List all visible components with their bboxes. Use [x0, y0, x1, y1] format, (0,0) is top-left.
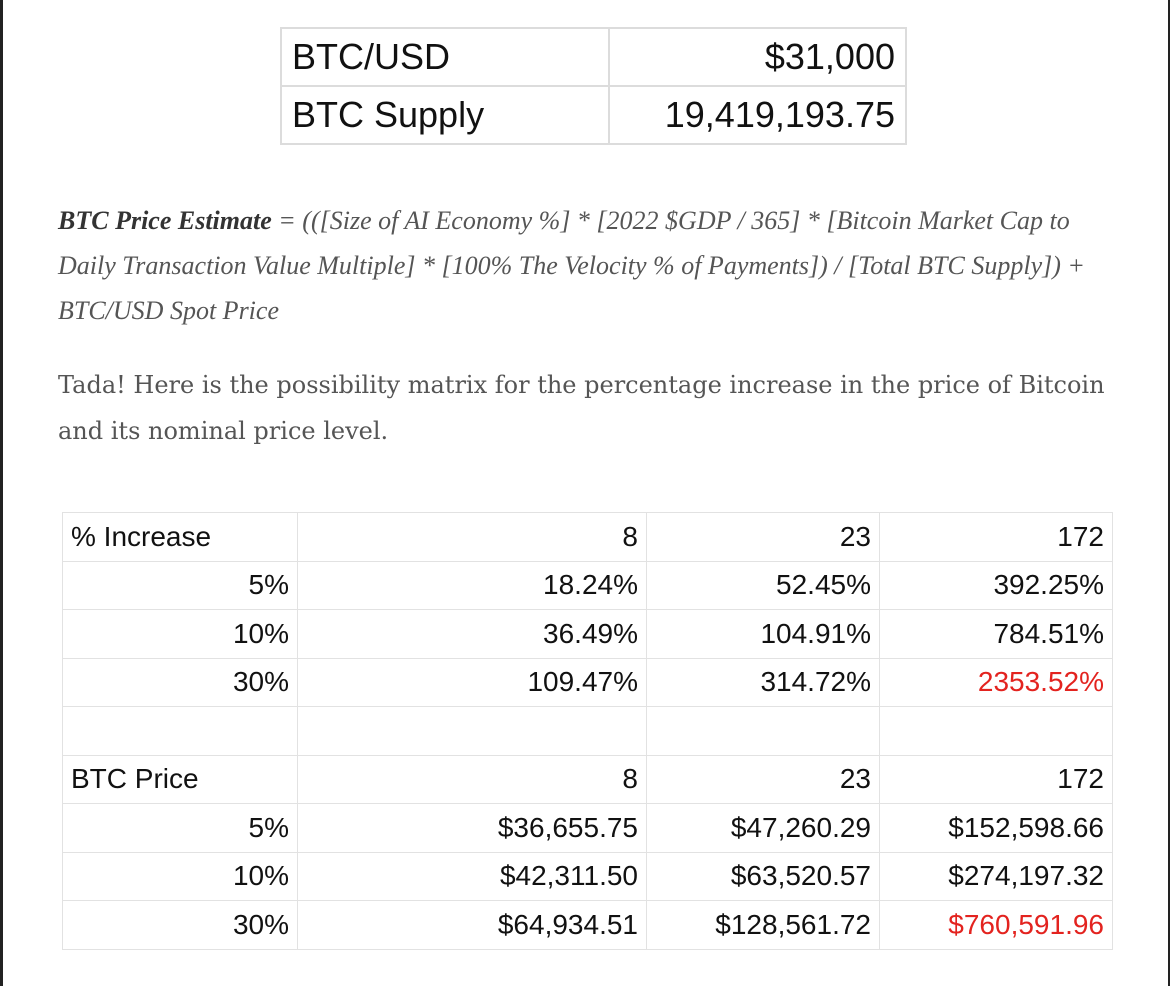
price-header-label: BTC Price	[62, 754, 298, 804]
table-cell: 109.47%	[297, 657, 647, 707]
column-header: 172	[879, 754, 1113, 804]
table-row: BTC/USD $31,000	[280, 27, 907, 87]
empty-cell	[62, 706, 298, 756]
table-cell: 392.25%	[879, 560, 1113, 610]
table-cell: $152,598.66	[879, 803, 1113, 853]
btc-usd-label: BTC/USD	[280, 27, 610, 87]
btc-supply-label: BTC Supply	[280, 85, 610, 145]
table-cell: $274,197.32	[879, 851, 1113, 901]
row-label: 30%	[62, 657, 298, 707]
price-estimate-formula: BTC Price Estimate = (([Size of AI Econo…	[58, 198, 1128, 333]
table-row: BTC Supply 19,419,193.75	[280, 85, 907, 145]
table-cell: 104.91%	[646, 609, 880, 659]
table-row: 5% 18.24% 52.45% 392.25%	[62, 560, 1113, 610]
table-cell: $42,311.50	[297, 851, 647, 901]
row-label: 5%	[62, 560, 298, 610]
table-cell: $47,260.29	[646, 803, 880, 853]
spacer-row	[62, 706, 1113, 756]
column-header: 8	[297, 754, 647, 804]
table-cell: 314.72%	[646, 657, 880, 707]
table-cell: $36,655.75	[297, 803, 647, 853]
table-row: 30% 109.47% 314.72% 2353.52%	[62, 657, 1113, 707]
increase-header-label: % Increase	[62, 512, 298, 562]
table-cell: 36.49%	[297, 609, 647, 659]
table-cell: 18.24%	[297, 560, 647, 610]
left-border	[0, 0, 3, 986]
table-cell: 52.45%	[646, 560, 880, 610]
table-cell: $128,561.72	[646, 900, 880, 950]
btc-supply-value: 19,419,193.75	[608, 85, 907, 145]
table-row: 30% $64,934.51 $128,561.72 $760,591.96	[62, 900, 1113, 950]
highlighted-cell: $760,591.96	[879, 900, 1113, 950]
table-cell: $64,934.51	[297, 900, 647, 950]
possibility-matrix: % Increase 8 23 172 5% 18.24% 52.45% 392…	[62, 512, 1113, 950]
table-row: 10% 36.49% 104.91% 784.51%	[62, 609, 1113, 659]
empty-cell	[879, 706, 1113, 756]
row-label: 5%	[62, 803, 298, 853]
highlighted-cell: 2353.52%	[879, 657, 1113, 707]
table-header-row: % Increase 8 23 172	[62, 512, 1113, 562]
column-header: 172	[879, 512, 1113, 562]
column-header: 23	[646, 512, 880, 562]
row-label: 30%	[62, 900, 298, 950]
column-header: 23	[646, 754, 880, 804]
formula-title: BTC Price Estimate	[58, 206, 272, 235]
btc-usd-value: $31,000	[608, 27, 907, 87]
empty-cell	[297, 706, 647, 756]
empty-cell	[646, 706, 880, 756]
table-row: 10% $42,311.50 $63,520.57 $274,197.32	[62, 851, 1113, 901]
table-header-row: BTC Price 8 23 172	[62, 754, 1113, 804]
row-label: 10%	[62, 609, 298, 659]
intro-paragraph: Tada! Here is the possibility matrix for…	[58, 371, 1105, 445]
row-label: 10%	[62, 851, 298, 901]
right-border	[1168, 0, 1170, 986]
column-header: 8	[297, 512, 647, 562]
table-row: 5% $36,655.75 $47,260.29 $152,598.66	[62, 803, 1113, 853]
table-cell: 784.51%	[879, 609, 1113, 659]
table-cell: $63,520.57	[646, 851, 880, 901]
btc-summary-table: BTC/USD $31,000 BTC Supply 19,419,193.75	[280, 27, 907, 145]
formula-text: = (([Size of AI Economy %] * [2022 $GDP …	[58, 206, 1085, 325]
